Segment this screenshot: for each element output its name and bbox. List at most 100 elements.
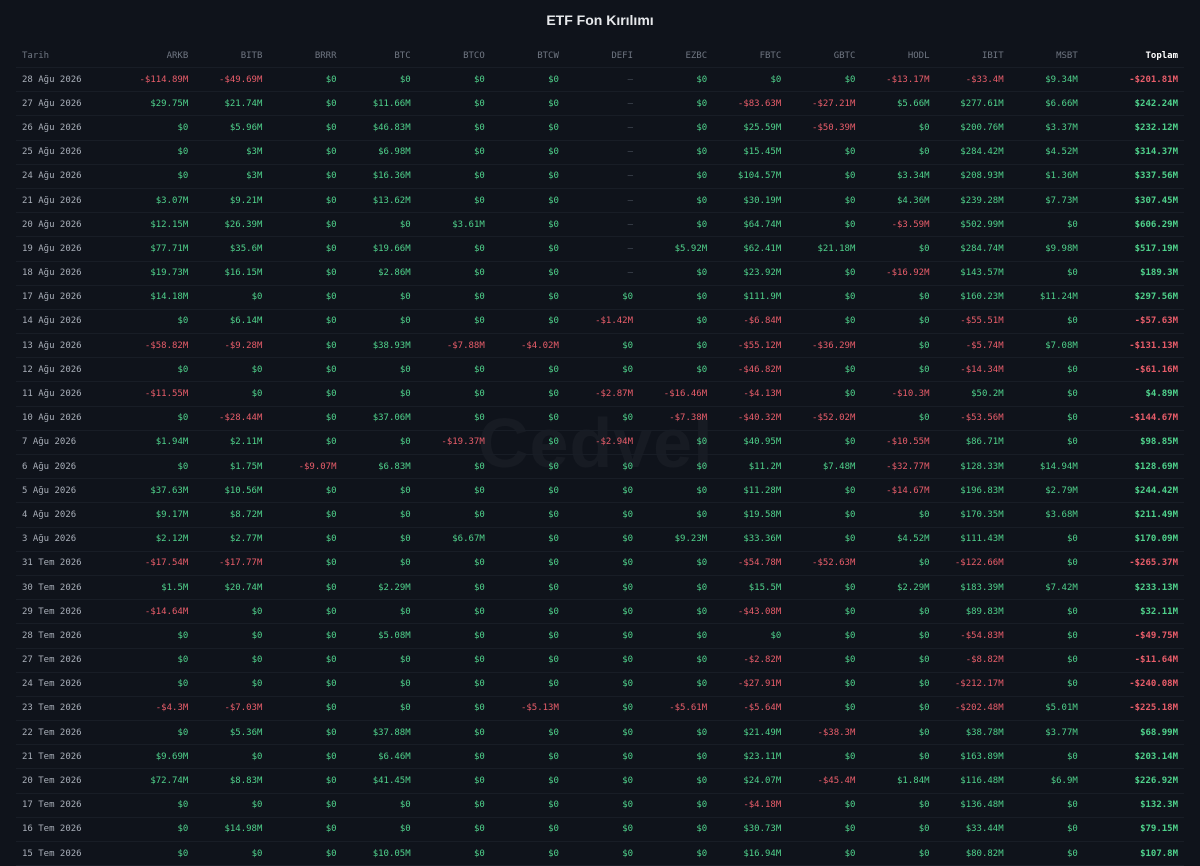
table-row: 21 Tem 2026 $9.69M $0 $0 $6.46M $0 $0 $0 $0 $23.1… [16, 744, 1184, 770]
flow-cell: $0 [639, 67, 714, 93]
flow-cell: $0 [861, 672, 936, 697]
total-cell: -$144.67M [1083, 406, 1184, 431]
flow-cell: -$10.55M [861, 430, 936, 456]
flow-cell: $21.74M [194, 91, 269, 117]
flow-cell: $0 [490, 140, 565, 165]
flow-cell: $0 [490, 67, 565, 93]
table-row: 17 Ağu 2026 $14.18M $0 $0 $0 $0 $0 $0 $0 $111.9M $… [16, 285, 1184, 310]
flow-cell: $0 [104, 357, 195, 383]
flow-cell: $7.08M [1009, 333, 1084, 359]
column-header-btco[interactable]: BTCO [416, 45, 491, 68]
table-row: 3 Ağu 2026 $2.12M $2.77M $0 $0 $6.67M $0 $0 $9.2… [16, 527, 1184, 552]
flow-cell: -$14.34M [935, 357, 1010, 383]
column-header-msbt[interactable]: MSBT [1009, 45, 1084, 68]
flow-cell: $0 [1009, 309, 1084, 335]
total-cell: $98.85M [1083, 430, 1184, 456]
flow-cell: -$40.32M [713, 406, 788, 431]
flow-cell: $0 [342, 502, 417, 528]
flow-cell: $0 [342, 381, 417, 407]
flow-cell: $0 [416, 768, 491, 794]
flow-cell: $0 [194, 648, 269, 673]
flow-cell: $15.45M [713, 140, 788, 165]
flow-cell: $0 [1009, 817, 1084, 843]
column-header-arkb[interactable]: ARKB [104, 45, 195, 68]
date-cell: 27 Ağu 2026 [16, 91, 105, 117]
flow-cell: $21.49M [713, 720, 788, 746]
flow-cell: -$4.3M [104, 696, 195, 722]
column-header-hodl[interactable]: HODL [861, 45, 936, 68]
flow-cell: $0 [861, 285, 936, 310]
flow-cell: $0 [490, 406, 565, 431]
flow-cell: $0 [639, 430, 714, 456]
flow-cell: -$5.13M [490, 696, 565, 722]
flow-cell: $3.77M [1009, 720, 1084, 746]
flow-cell: $0 [342, 212, 417, 238]
column-header-btcw[interactable]: BTCW [490, 45, 565, 68]
flow-cell: $0 [787, 164, 862, 189]
flow-cell: $0 [194, 672, 269, 697]
flow-cell: $0 [1009, 744, 1084, 770]
flow-cell: $2.29M [342, 575, 417, 601]
column-header-toplam[interactable]: Toplam [1083, 45, 1184, 68]
total-cell: $244.42M [1083, 478, 1184, 504]
flow-cell: $19.73M [104, 261, 195, 286]
flow-cell: $0 [564, 720, 640, 746]
flow-cell: $5.36M [194, 720, 269, 746]
flow-cell: $0 [564, 768, 640, 794]
total-cell: $337.56M [1083, 164, 1184, 189]
flow-cell: $35.6M [194, 236, 269, 262]
flow-cell: $0 [104, 648, 195, 673]
column-header-ibit[interactable]: IBIT [935, 45, 1010, 68]
column-header-defi[interactable]: DEFI [564, 45, 640, 68]
flow-cell: $0 [104, 406, 195, 431]
flow-cell: $0 [416, 696, 491, 722]
flow-cell: -$212.17M [935, 672, 1010, 697]
flow-cell: $0 [268, 793, 343, 818]
table-row: 22 Tem 2026 $0 $5.36M $0 $37.88M $0 $0 $0 $0 $21.… [16, 720, 1184, 746]
flow-cell: $0 [1009, 841, 1084, 866]
table-row: 27 Ağu 2026 $29.75M $21.74M $0 $11.66M $0 $0— $… [16, 91, 1184, 117]
table-row: 14 Ağu 2026 $0 $6.14M $0 $0 $0 $0 -$1.42M $0 -$6.… [16, 309, 1184, 335]
flow-cell: $0 [268, 502, 343, 528]
table-row: 20 Ağu 2026 $12.15M $26.39M $0 $0 $3.61M $0— $0… [16, 212, 1184, 238]
column-header-fbtc[interactable]: FBTC [713, 45, 788, 68]
flow-cell: -$2.87M [564, 381, 640, 407]
flow-cell: -$6.84M [713, 309, 788, 335]
flow-cell: $0 [268, 430, 343, 456]
column-header-btc[interactable]: BTC [342, 45, 417, 68]
flow-cell: $116.48M [935, 768, 1010, 794]
total-cell: $203.14M [1083, 744, 1184, 770]
flow-cell: $77.71M [104, 236, 195, 262]
column-header-bitb[interactable]: BITB [194, 45, 269, 68]
flow-cell: -$17.54M [104, 551, 195, 576]
flow-cell: $14.18M [104, 285, 195, 310]
table-row: 27 Tem 2026 $0 $0 $0 $0 $0 $0 $0 $0 -$2.82M $0 $0 -$… [16, 648, 1184, 673]
flow-cell: $2.77M [194, 527, 269, 552]
flow-cell: $0 [564, 333, 640, 359]
flow-cell: -$114.89M [104, 67, 195, 93]
column-header-gbtc[interactable]: GBTC [787, 45, 862, 68]
column-header-brrr[interactable]: BRRR [268, 45, 343, 68]
flow-cell: $0 [490, 793, 565, 818]
flow-cell: $0 [194, 793, 269, 818]
flow-cell: $3.61M [416, 212, 491, 238]
flow-cell: $0 [490, 648, 565, 673]
flow-cell: $0 [268, 648, 343, 673]
flow-cell: $0 [639, 115, 714, 141]
flow-cell: $0 [639, 164, 714, 189]
flow-cell: $7.42M [1009, 575, 1084, 601]
flow-cell: $0 [342, 309, 417, 335]
flow-cell: $143.57M [935, 261, 1010, 286]
flow-cell: -$202.48M [935, 696, 1010, 722]
column-header-tarih[interactable]: Tarih [16, 45, 105, 68]
table-row: 11 Ağu 2026 -$11.55M $0 $0 $0 $0 $0 -$2.87M -$16… [16, 381, 1184, 407]
total-cell: $107.8M [1083, 841, 1184, 866]
flow-cell: $0 [268, 406, 343, 431]
total-cell: $606.29M [1083, 212, 1184, 238]
flow-cell: $0 [268, 696, 343, 722]
flow-cell: -$43.08M [713, 599, 788, 625]
flow-cell: $0 [861, 623, 936, 649]
column-header-ezbc[interactable]: EZBC [639, 45, 714, 68]
total-cell: $517.19M [1083, 236, 1184, 262]
flow-cell: $0 [490, 381, 565, 407]
